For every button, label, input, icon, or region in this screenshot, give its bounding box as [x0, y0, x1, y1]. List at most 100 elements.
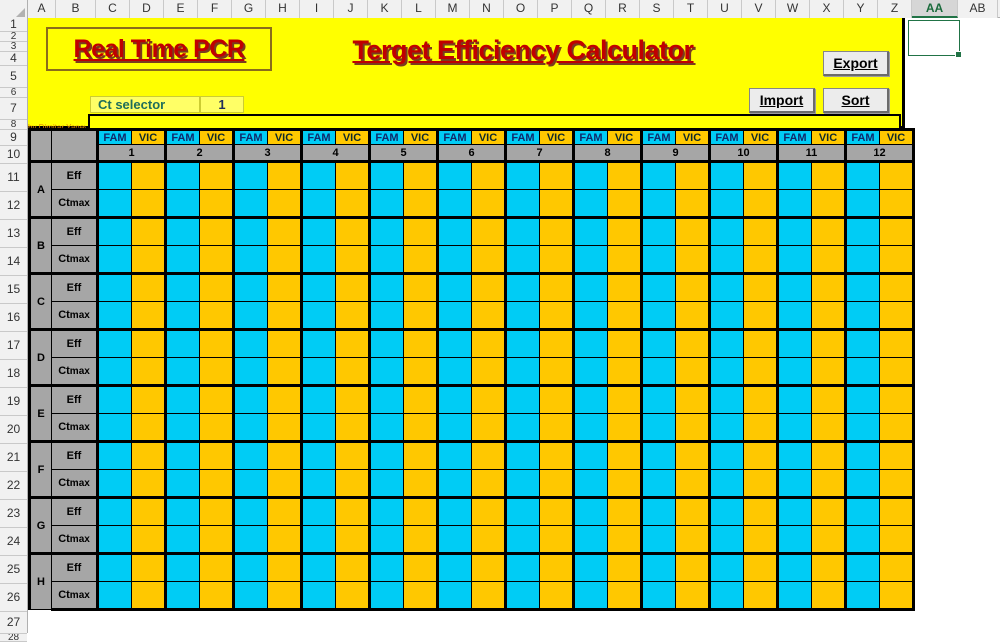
plate-cell-e12-fam-eff[interactable] [844, 384, 880, 414]
plate-cell-e7-vic-eff[interactable] [539, 384, 574, 414]
plate-cell-c5-fam-eff[interactable] [368, 272, 404, 302]
plate-cell-a7-vic-eff[interactable] [539, 160, 574, 190]
plate-cell-a8-vic-eff[interactable] [607, 160, 642, 190]
plate-cell-h1-fam-ctmax[interactable] [96, 581, 132, 611]
plate-cell-d1-vic-ctmax[interactable] [131, 357, 166, 386]
column-header-ab[interactable]: AB [958, 0, 998, 18]
plate-cell-d7-fam-eff[interactable] [504, 328, 540, 358]
row-header-24[interactable]: 24 [0, 528, 27, 556]
row-header-28[interactable]: 28 [0, 634, 27, 642]
plate-cell-g1-vic-eff[interactable] [131, 496, 166, 526]
plate-cell-h9-fam-eff[interactable] [640, 552, 676, 582]
plate-cell-c7-vic-eff[interactable] [539, 272, 574, 302]
plate-cell-a3-fam-eff[interactable] [232, 160, 268, 190]
plate-cell-e9-vic-ctmax[interactable] [675, 413, 710, 442]
plate-cell-e9-vic-eff[interactable] [675, 384, 710, 414]
plate-cell-h11-fam-ctmax[interactable] [776, 581, 812, 611]
selected-cell-range[interactable] [908, 20, 962, 58]
plate-cell-h4-vic-ctmax[interactable] [335, 581, 370, 611]
plate-cell-d8-vic-ctmax[interactable] [607, 357, 642, 386]
plate-cell-c3-vic-eff[interactable] [267, 272, 302, 302]
plate-cell-g3-vic-eff[interactable] [267, 496, 302, 526]
plate-cell-g2-vic-eff[interactable] [199, 496, 234, 526]
plate-cell-f8-vic-eff[interactable] [607, 440, 642, 470]
plate-cell-d5-vic-ctmax[interactable] [403, 357, 438, 386]
plate-cell-b10-fam-ctmax[interactable] [708, 245, 744, 274]
row-header-4[interactable]: 4 [0, 52, 27, 66]
plate-cell-d7-vic-ctmax[interactable] [539, 357, 574, 386]
plate-cell-d10-vic-ctmax[interactable] [743, 357, 778, 386]
plate-cell-d11-fam-ctmax[interactable] [776, 357, 812, 386]
plate-cell-f8-fam-eff[interactable] [572, 440, 608, 470]
plate-cell-h7-vic-ctmax[interactable] [539, 581, 574, 611]
plate-cell-h7-fam-eff[interactable] [504, 552, 540, 582]
plate-cell-h3-vic-eff[interactable] [267, 552, 302, 582]
plate-cell-e6-fam-ctmax[interactable] [436, 413, 472, 442]
plate-cell-e3-vic-eff[interactable] [267, 384, 302, 414]
plate-cell-e2-fam-eff[interactable] [164, 384, 200, 414]
plate-cell-a11-fam-eff[interactable] [776, 160, 812, 190]
plate-cell-c1-vic-ctmax[interactable] [131, 301, 166, 330]
plate-cell-e6-vic-eff[interactable] [471, 384, 506, 414]
plate-cell-h9-vic-ctmax[interactable] [675, 581, 710, 611]
plate-cell-e3-vic-ctmax[interactable] [267, 413, 302, 442]
plate-cell-c7-fam-eff[interactable] [504, 272, 540, 302]
plate-cell-c4-fam-eff[interactable] [300, 272, 336, 302]
plate-cell-h1-vic-ctmax[interactable] [131, 581, 166, 611]
plate-cell-c1-fam-ctmax[interactable] [96, 301, 132, 330]
plate-cell-g12-fam-ctmax[interactable] [844, 525, 880, 554]
plate-cell-e12-fam-ctmax[interactable] [844, 413, 880, 442]
plate-cell-d6-fam-eff[interactable] [436, 328, 472, 358]
plate-cell-b6-fam-eff[interactable] [436, 216, 472, 246]
plate-cell-b1-vic-ctmax[interactable] [131, 245, 166, 274]
plate-cell-f1-vic-ctmax[interactable] [131, 469, 166, 498]
plate-cell-e7-fam-ctmax[interactable] [504, 413, 540, 442]
plate-cell-g4-vic-ctmax[interactable] [335, 525, 370, 554]
plate-cell-c6-vic-eff[interactable] [471, 272, 506, 302]
row-header-17[interactable]: 17 [0, 332, 27, 360]
plate-cell-e11-fam-eff[interactable] [776, 384, 812, 414]
import-button[interactable]: Import [749, 88, 815, 113]
plate-cell-d5-vic-eff[interactable] [403, 328, 438, 358]
plate-cell-f11-vic-eff[interactable] [811, 440, 846, 470]
plate-cell-g9-vic-eff[interactable] [675, 496, 710, 526]
plate-cell-e2-fam-ctmax[interactable] [164, 413, 200, 442]
plate-cell-d3-vic-eff[interactable] [267, 328, 302, 358]
plate-cell-f11-fam-ctmax[interactable] [776, 469, 812, 498]
plate-cell-g6-vic-eff[interactable] [471, 496, 506, 526]
plate-cell-a7-vic-ctmax[interactable] [539, 189, 574, 218]
plate-cell-h6-fam-eff[interactable] [436, 552, 472, 582]
plate-cell-g9-fam-ctmax[interactable] [640, 525, 676, 554]
plate-cell-b7-fam-ctmax[interactable] [504, 245, 540, 274]
plate-cell-g3-fam-eff[interactable] [232, 496, 268, 526]
column-header-a[interactable]: A [28, 0, 56, 18]
plate-cell-a10-fam-ctmax[interactable] [708, 189, 744, 218]
row-header-8[interactable]: 8 [0, 120, 27, 130]
plate-cell-e10-vic-eff[interactable] [743, 384, 778, 414]
plate-cell-b5-vic-eff[interactable] [403, 216, 438, 246]
plate-cell-c8-vic-ctmax[interactable] [607, 301, 642, 330]
row-header-20[interactable]: 20 [0, 416, 27, 444]
plate-cell-d4-fam-eff[interactable] [300, 328, 336, 358]
row-header-2[interactable]: 2 [0, 32, 27, 42]
plate-cell-b2-vic-eff[interactable] [199, 216, 234, 246]
plate-cell-g4-fam-eff[interactable] [300, 496, 336, 526]
plate-cell-c2-vic-ctmax[interactable] [199, 301, 234, 330]
plate-cell-h8-vic-ctmax[interactable] [607, 581, 642, 611]
plate-cell-g2-fam-eff[interactable] [164, 496, 200, 526]
row-header-12[interactable]: 12 [0, 192, 27, 220]
plate-cell-f4-fam-eff[interactable] [300, 440, 336, 470]
plate-cell-c11-vic-eff[interactable] [811, 272, 846, 302]
plate-cell-e7-vic-ctmax[interactable] [539, 413, 574, 442]
plate-cell-h9-vic-eff[interactable] [675, 552, 710, 582]
plate-cell-c9-fam-eff[interactable] [640, 272, 676, 302]
plate-cell-a1-fam-eff[interactable] [96, 160, 132, 190]
plate-cell-d3-fam-ctmax[interactable] [232, 357, 268, 386]
plate-cell-g8-vic-eff[interactable] [607, 496, 642, 526]
plate-cell-f11-fam-eff[interactable] [776, 440, 812, 470]
plate-cell-a12-fam-ctmax[interactable] [844, 189, 880, 218]
plate-cell-e4-fam-ctmax[interactable] [300, 413, 336, 442]
row-header-15[interactable]: 15 [0, 276, 27, 304]
plate-cell-b3-vic-ctmax[interactable] [267, 245, 302, 274]
plate-cell-e1-vic-ctmax[interactable] [131, 413, 166, 442]
